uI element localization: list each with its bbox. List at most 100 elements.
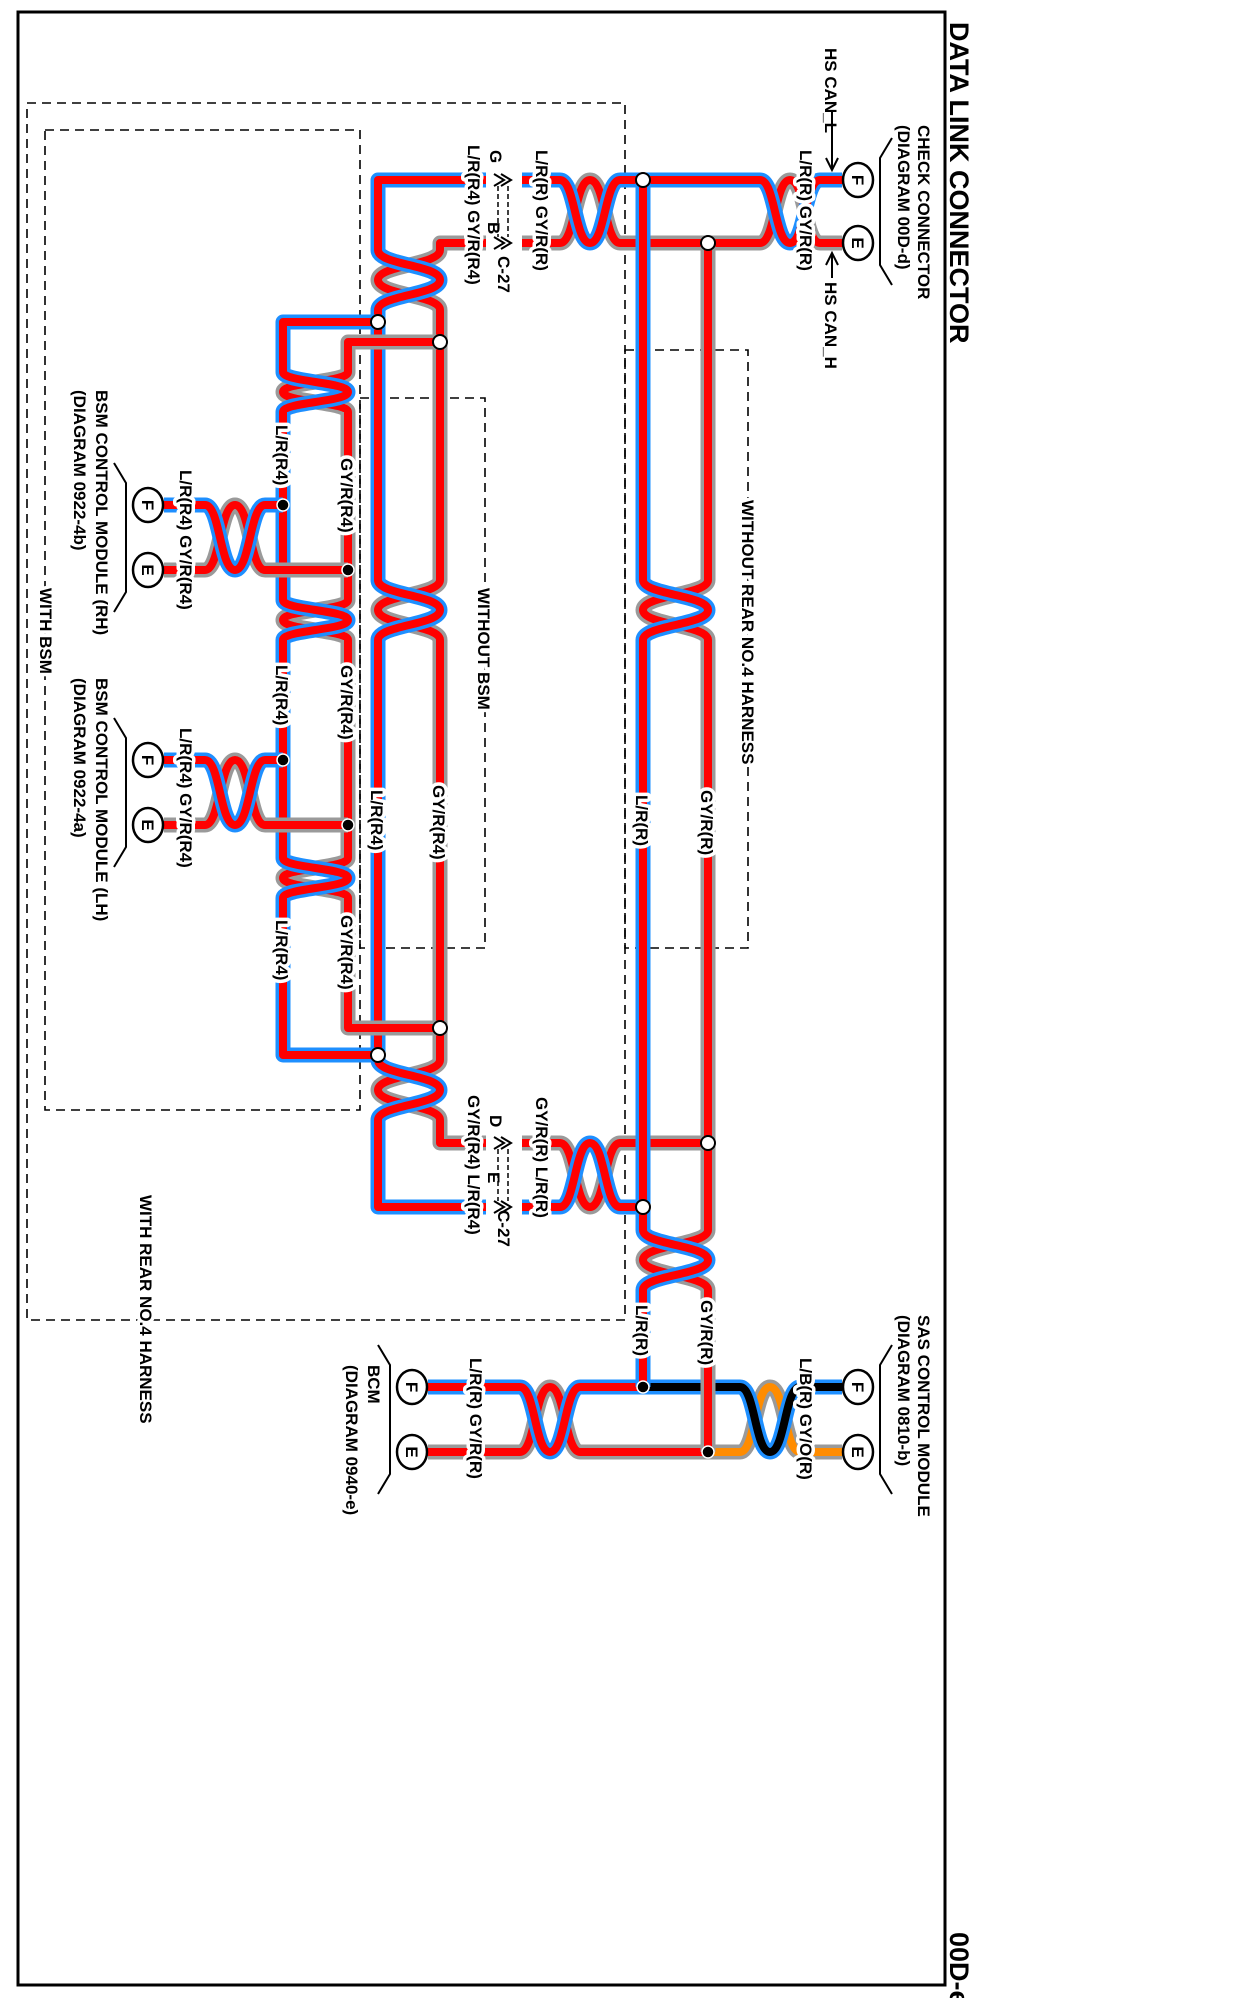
twisted-pair-wire bbox=[738, 1383, 802, 1456]
twisted-pair-wire bbox=[639, 1228, 712, 1292]
wire-label-lr-r4: L/R(R4) bbox=[272, 920, 291, 980]
twisted-pair-wire bbox=[203, 756, 267, 829]
connector-bracket bbox=[377, 1344, 391, 1495]
bsm-lh-diagram: (DIAGRAM 0922-4a) bbox=[70, 678, 89, 838]
pin-label: F bbox=[138, 500, 157, 510]
splice-junction bbox=[700, 1135, 716, 1151]
c27-bottom-wire-labels-r: GY/R(R) L/R(R) bbox=[532, 1097, 551, 1218]
c27-gap bbox=[486, 170, 522, 253]
wire-gy-sheath bbox=[340, 898, 440, 1036]
twisted-pair-wire bbox=[279, 369, 352, 415]
c27-chevron-icon bbox=[493, 1200, 506, 1214]
region-with-bsm-box bbox=[44, 129, 361, 1111]
pin-label: E bbox=[848, 1446, 867, 1457]
connector-pins: F E F E F E F E F E bbox=[113, 137, 893, 1495]
splice-junction bbox=[370, 314, 386, 330]
bsm-rh-name: BSM CONTROL MODULE (RH) bbox=[92, 390, 111, 635]
c27-bottom-id: C-27 bbox=[494, 1210, 513, 1247]
region-with-rear-label: WITH REAR NO.4 HARNESS bbox=[136, 1195, 155, 1424]
region-without-rear-box bbox=[624, 349, 749, 949]
splice-junction bbox=[370, 1047, 386, 1063]
page-code: 00D-e bbox=[944, 1932, 974, 1998]
c27-chevron-icon bbox=[500, 236, 513, 250]
pin-label: F bbox=[402, 1382, 421, 1392]
twisted-pair-wire bbox=[374, 248, 444, 312]
splice-junction bbox=[276, 753, 290, 767]
pin-label: E bbox=[138, 564, 157, 575]
connector-pin bbox=[841, 1368, 875, 1406]
c27-top-wire-labels-r: L/R(R) GY/R(R) bbox=[532, 150, 551, 271]
twisted-pair-wire bbox=[558, 1139, 622, 1211]
pin-label: E bbox=[848, 237, 867, 248]
splice-junction bbox=[701, 1445, 715, 1459]
connector-bracket bbox=[879, 137, 893, 286]
connector-bracket bbox=[113, 717, 127, 868]
wire-gy bbox=[344, 898, 440, 1032]
twisted-pair-wire bbox=[639, 578, 712, 642]
twisted-pair-wire bbox=[374, 578, 444, 642]
bcm-wire-labels: L/R(R) GY/R(R) bbox=[466, 1358, 485, 1479]
wire-label-lr-r4: L/R(R4) bbox=[272, 665, 291, 725]
c27-chevron-icon bbox=[500, 1136, 513, 1150]
wires bbox=[164, 172, 842, 1460]
twisted-pair-wire bbox=[639, 578, 712, 642]
hs-can-l-arrow-icon bbox=[825, 110, 839, 173]
wire-gy-sheath bbox=[340, 334, 440, 372]
twisted-pair-wire bbox=[518, 1383, 582, 1456]
c27-bottom-pin-d: D bbox=[486, 1115, 505, 1127]
c27-top-pin-b: B bbox=[484, 222, 503, 234]
c27-chevron-icon bbox=[493, 1136, 506, 1150]
c27-chevron-icon bbox=[500, 1200, 513, 1214]
twisted-pair-wire bbox=[758, 176, 822, 247]
wire-label-lr-r4: L/R(R4) bbox=[272, 425, 291, 485]
bsm-lh-name: BSM CONTROL MODULE (LH) bbox=[92, 678, 111, 921]
twisted-pair-wire bbox=[639, 1228, 712, 1292]
wire-label-gy-r4: GY/R(R4) bbox=[337, 915, 356, 990]
splice-junction bbox=[341, 818, 355, 832]
connector-pin bbox=[131, 741, 165, 779]
twisted-pair-wire bbox=[374, 248, 444, 312]
sas-diagram: (DIAGRAM 0810-b) bbox=[894, 1315, 913, 1466]
pin-label: F bbox=[138, 755, 157, 765]
wire-lr bbox=[279, 898, 378, 1059]
twisted-pair-wire bbox=[558, 176, 622, 247]
bsm-lh-wire-labels: L/R(R4) GY/R(R4) bbox=[176, 728, 195, 868]
connector-pin bbox=[131, 486, 165, 524]
twisted-pair-wire bbox=[203, 501, 267, 574]
wire-label-gy-r: GY/R(R) bbox=[697, 790, 716, 855]
twisted-pair-wire bbox=[738, 1383, 802, 1456]
check-connector-name: CHECK CONNECTOR bbox=[914, 125, 933, 299]
bsm-rh-wire-labels: L/R(R4) GY/R(R4) bbox=[176, 470, 195, 610]
connector-pin bbox=[395, 1368, 429, 1406]
wire-label-gy-r4: GY/R(R4) bbox=[337, 458, 356, 533]
connector-pin bbox=[395, 1433, 429, 1471]
region-without-rear-label: WITHOUT REAR NO.4 HARNESS bbox=[738, 500, 757, 764]
bcm-name: BCM bbox=[364, 1365, 383, 1404]
hs-can-h-arrow-icon bbox=[825, 250, 839, 278]
connector-bracket bbox=[879, 1344, 893, 1495]
hs-can-h-label: HS CAN_H bbox=[821, 282, 840, 369]
wire-label-gy-r4: GY/R(R4) bbox=[429, 785, 448, 860]
twisted-pair-wire bbox=[203, 501, 267, 574]
twisted-pair-wire bbox=[518, 1383, 582, 1456]
check-connector-diagram: (DIAGRAM 00D-d) bbox=[894, 125, 913, 270]
frame-border bbox=[16, 10, 947, 1987]
page-title: DATA LINK CONNECTOR bbox=[944, 22, 974, 343]
twisted-pair-wire bbox=[374, 1058, 444, 1122]
wire-label-gy-r4: GY/R(R4) bbox=[337, 665, 356, 740]
twisted-pair-wire bbox=[203, 756, 267, 829]
c27-bottom-wire-labels-r4: GY/R(R4) L/R(R4) bbox=[464, 1095, 483, 1235]
twisted-pair-wire bbox=[279, 597, 352, 643]
twisted-pair-wire bbox=[374, 1058, 444, 1122]
twisted-pair-wire bbox=[758, 176, 822, 247]
splice-junction bbox=[341, 563, 355, 577]
twisted-pair-wire bbox=[279, 855, 352, 901]
pin-label: E bbox=[402, 1446, 421, 1457]
wire-lr bbox=[279, 318, 378, 372]
c27-chevron-icon bbox=[493, 173, 506, 187]
twisted-pair-wire bbox=[558, 1139, 622, 1211]
c27-top-wire-labels-r4: L/R(R4) GY/R(R4) bbox=[464, 145, 483, 285]
bsm-rh-diagram: (DIAGRAM 0922-4b) bbox=[70, 390, 89, 551]
wire-label-lr-r: L/R(R) bbox=[632, 795, 651, 846]
